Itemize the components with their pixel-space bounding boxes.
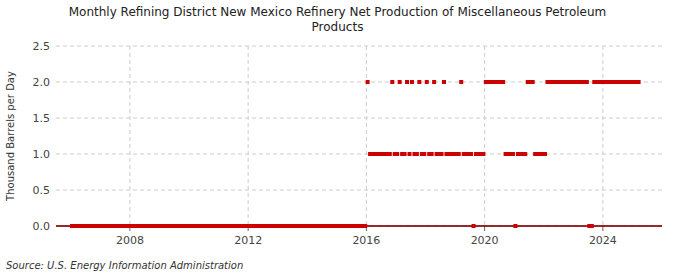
point: [422, 152, 426, 156]
y-tick-label: 0.0: [33, 220, 51, 233]
point: [442, 80, 446, 84]
x-tick-label: 2024: [589, 234, 617, 247]
y-axis-label: Thousand Barrels per Day: [5, 71, 16, 202]
x-grid-line: [366, 46, 367, 226]
x-tick-label: 2020: [471, 234, 499, 247]
y-grid-line: [56, 154, 662, 155]
point: [459, 80, 463, 84]
point: [408, 152, 412, 156]
y-grid-line: [56, 46, 662, 47]
title-line: Monthly Refining District New Mexico Ref…: [69, 5, 607, 19]
x-grid-line: [484, 46, 485, 226]
point: [405, 80, 409, 84]
point: [513, 224, 517, 228]
x-tick-label: 2008: [116, 234, 144, 247]
x-grid-line: [129, 46, 130, 226]
y-tick-label: 2.5: [33, 40, 51, 53]
point: [472, 224, 476, 228]
y-grid-line: [56, 190, 662, 191]
point: [543, 152, 547, 156]
y-tick-label: 2.0: [33, 76, 51, 89]
point: [432, 80, 436, 84]
y-tick-label: 1.5: [33, 112, 51, 125]
y-tick-label: 0.5: [33, 184, 51, 197]
x-grid-line: [248, 46, 249, 226]
plot-area: [56, 80, 662, 228]
point: [398, 80, 402, 84]
point: [590, 224, 594, 228]
source: Source: U.S. Energy Information Administ…: [6, 260, 243, 271]
y-tick-label: 1.0: [33, 148, 51, 161]
point: [425, 80, 429, 84]
grid: [56, 46, 662, 226]
y-grid-line: [56, 118, 662, 119]
point: [440, 152, 444, 156]
point: [523, 152, 527, 156]
point: [390, 80, 394, 84]
point: [469, 152, 473, 156]
point: [430, 152, 434, 156]
point: [366, 80, 370, 84]
point: [410, 80, 414, 84]
point: [395, 152, 399, 156]
point: [457, 152, 461, 156]
point: [417, 80, 421, 84]
title-line: Products: [312, 20, 364, 34]
point: [363, 224, 367, 228]
point: [501, 80, 505, 84]
x-tick-label: 2012: [234, 234, 262, 247]
point: [481, 152, 485, 156]
point: [531, 80, 535, 84]
point: [637, 80, 641, 84]
x-grid-line: [602, 46, 603, 226]
point: [388, 152, 392, 156]
point: [511, 152, 515, 156]
point: [585, 80, 589, 84]
x-tick-label: 2016: [352, 234, 380, 247]
point: [403, 152, 407, 156]
chart: Monthly Refining District New Mexico Ref…: [0, 0, 675, 275]
point: [415, 152, 419, 156]
title: Monthly Refining District New Mexico Ref…: [69, 5, 607, 34]
